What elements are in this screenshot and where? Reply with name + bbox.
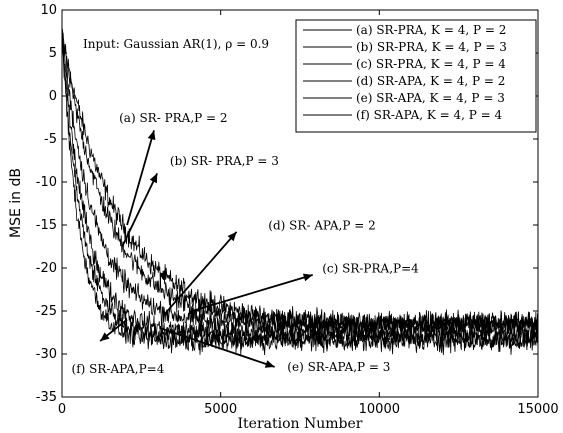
legend: (a) SR-PRA, K = 4, P = 2 (b) SR-PRA, K = … (295, 19, 537, 133)
y-axis-ticks: 10 5 0 -5 -10 -15 -20 -25 -30 -35 (36, 3, 538, 405)
x-axis-ticks: 0 5000 10000 15000 (58, 10, 559, 417)
legend-entry: (f) SR-APA, K = 4, P = 4 (356, 108, 503, 122)
input-annotation: Input: Gaussian AR(1), ρ = 0.9 (83, 37, 269, 51)
x-tick-label: 5000 (204, 402, 237, 417)
annotation-arrow-head (227, 231, 237, 242)
annotation-arrow-line (121, 173, 159, 247)
series-curves (61, 29, 539, 356)
x-tick-label: 0 (58, 402, 66, 417)
legend-entry: (e) SR-APA, K = 4, P = 3 (356, 91, 505, 105)
series-line-4 (61, 35, 539, 346)
x-tick-label: 15000 (517, 402, 558, 417)
annotation-arrow-head (302, 273, 313, 282)
y-tick-label: -5 (44, 132, 57, 147)
y-tick-label: -15 (36, 218, 57, 233)
legend-entry: (d) SR-APA, K = 4, P = 2 (356, 74, 505, 88)
annotation-label: (e) SR-APA,P = 3 (287, 360, 390, 374)
annotation-arrow-head (100, 332, 110, 342)
y-tick-label: -30 (36, 347, 57, 362)
y-tick-label: -25 (36, 304, 57, 319)
annotation-arrow-head (264, 360, 275, 368)
annotation-labels: (a) SR- PRA,P = 2 (b) SR- PRA,P = 3 (d) SR… (72, 111, 420, 376)
annotation-arrow-line (191, 274, 313, 312)
annotation-label: (c) SR-PRA,P=4 (322, 261, 419, 275)
annotation-label: (d) SR- APA,P = 2 (268, 218, 376, 232)
annotation-arrow-line (162, 231, 238, 316)
y-tick-label: -10 (36, 175, 57, 190)
y-axis-label: MSE in dB (8, 168, 24, 238)
annotation-arrow-head (147, 130, 156, 141)
y-tick-label: 10 (40, 3, 57, 18)
annotation-arrow-head (149, 173, 158, 184)
y-tick-label: 5 (49, 46, 57, 61)
x-tick-label: 10000 (359, 402, 400, 417)
annotation-arrows (99, 130, 313, 368)
y-tick-label: 0 (49, 89, 57, 104)
y-tick-label: -35 (36, 390, 57, 405)
annotation-arrow-line (126, 130, 155, 226)
legend-entry: (b) SR-PRA, K = 4, P = 3 (356, 40, 507, 54)
legend-box (295, 19, 537, 133)
annotation-arrow-line (160, 327, 275, 368)
legend-entry: (c) SR-PRA, K = 4, P = 4 (356, 57, 506, 71)
legend-entry: (a) SR-PRA, K = 4, P = 2 (356, 23, 506, 37)
series-line-6 (61, 33, 539, 356)
x-axis-label: Iteration Number (238, 416, 363, 432)
plot-frame (61, 9, 539, 398)
y-tick-label: -20 (36, 261, 57, 276)
annotation-label: (f) SR-APA,P=4 (72, 362, 165, 376)
annotation-label: (b) SR- PRA,P = 3 (170, 154, 279, 168)
annotation-label: (a) SR- PRA,P = 2 (119, 111, 227, 125)
